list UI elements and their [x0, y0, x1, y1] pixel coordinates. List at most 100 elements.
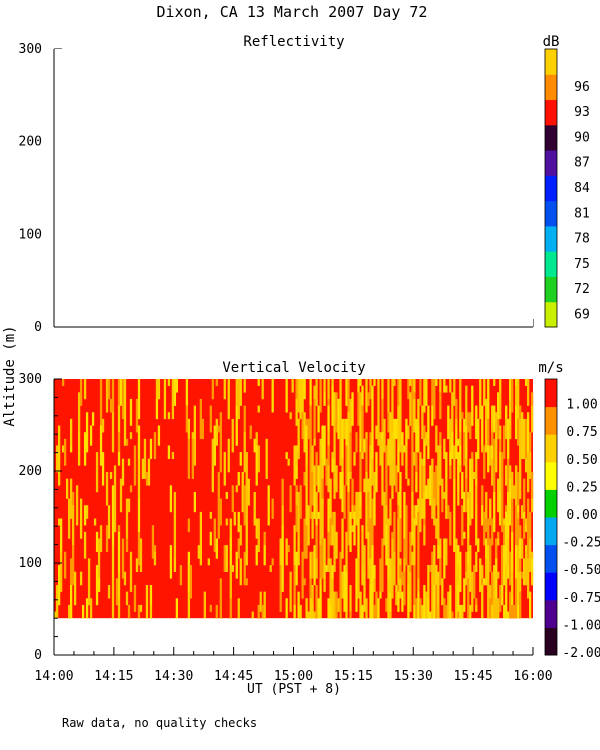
heatmap-cell: [413, 565, 416, 606]
heatmap-cell: [429, 611, 432, 619]
heatmap-cell: [437, 485, 440, 513]
heatmap-cell: [531, 498, 534, 513]
x-tick-label: 15:15: [334, 669, 373, 684]
heatmap-cell: [493, 405, 496, 433]
heatmap-cell: [389, 465, 392, 479]
heatmap-cell: [515, 379, 518, 386]
heatmap-cell: [289, 485, 292, 513]
heatmap-cell: [511, 598, 514, 606]
heatmap-cell: [137, 379, 141, 420]
heatmap-cell: [433, 545, 436, 566]
heatmap-cell: [295, 379, 298, 400]
heatmap-cell: [97, 538, 101, 579]
heatmap-cell: [403, 511, 406, 539]
y-tick-label: 0: [34, 320, 42, 335]
heatmap-cell: [337, 598, 340, 612]
heatmap-cell: [279, 558, 282, 566]
heatmap-cell: [433, 472, 436, 499]
heatmap-cell: [391, 379, 394, 420]
heatmap-cell: [487, 418, 490, 426]
heatmap-cell: [279, 551, 282, 559]
heatmap-cell: [439, 538, 442, 546]
heatmap-cell: [511, 498, 514, 533]
colorbar-label: 1.00: [566, 398, 597, 413]
heatmap-cell: [431, 405, 434, 426]
heatmap-cell: [415, 611, 418, 619]
heatmap-cell: [449, 452, 452, 460]
heatmap-cell: [333, 604, 336, 619]
heatmap-cell: [493, 578, 496, 619]
colorbar-swatch: [545, 124, 557, 151]
heatmap-cell: [471, 478, 474, 519]
heatmap-cell: [243, 405, 246, 433]
heatmap-cell: [469, 412, 472, 440]
heatmap-cell: [105, 379, 109, 413]
heatmap-cell: [331, 511, 334, 526]
heatmap-cell: [173, 491, 177, 519]
heatmap-cell: [253, 438, 256, 453]
heatmap-cell: [483, 578, 486, 586]
heatmap-cell: [373, 578, 376, 592]
heatmap-cell: [291, 379, 294, 393]
heatmap-cell: [389, 591, 392, 612]
heatmap-cell: [293, 565, 296, 606]
heatmap-cell: [363, 571, 366, 612]
heatmap-cell: [517, 545, 520, 572]
heatmap-cell: [465, 571, 468, 586]
heatmap-cell: [215, 379, 218, 386]
heatmap-cell: [527, 452, 530, 493]
colorbar-swatch: [545, 517, 557, 546]
heatmap-cell: [385, 445, 388, 473]
heatmap-cell: [469, 491, 472, 526]
heatmap-cell: [329, 598, 332, 606]
heatmap-cell: [431, 485, 434, 519]
heatmap-cell: [113, 498, 117, 526]
heatmap-cell: [179, 565, 183, 586]
heatmap-cell: [111, 511, 115, 546]
heatmap-cell: [399, 565, 402, 572]
heatmap-cell: [311, 511, 314, 539]
heatmap-cell: [485, 438, 488, 453]
heatmap-cell: [155, 398, 159, 420]
heatmap-cell: [417, 425, 420, 453]
heatmap-cell: [481, 578, 484, 586]
heatmap-cell: [191, 438, 195, 479]
heatmap-cell: [87, 598, 91, 606]
heatmap-cell: [479, 379, 482, 420]
heatmap-cell: [217, 425, 220, 433]
heatmap-cell: [143, 438, 147, 479]
heatmap-cell: [435, 465, 438, 486]
heatmap-cell: [521, 538, 524, 559]
heatmap-cell: [515, 505, 518, 546]
heatmap-cell: [457, 598, 460, 612]
heatmap-cell: [489, 538, 492, 572]
heatmap-cell: [393, 379, 396, 386]
colorbar-swatch: [545, 301, 557, 328]
heatmap-cell: [351, 478, 354, 506]
heatmap-cell: [61, 445, 65, 453]
heatmap-cell: [489, 505, 492, 519]
heatmap-cell: [475, 458, 478, 479]
heatmap-cell: [525, 525, 528, 533]
heatmap-cell: [359, 392, 362, 413]
heatmap-cell: [307, 611, 310, 619]
heatmap-cell: [331, 565, 334, 579]
heatmap-cell: [457, 452, 460, 493]
heatmap-cell: [223, 545, 226, 572]
heatmap-cell: [491, 571, 494, 606]
heatmap-cell: [365, 472, 368, 513]
heatmap-cell: [527, 498, 530, 526]
colorbar-label: 0.75: [566, 425, 597, 440]
heatmap-cell: [499, 445, 502, 453]
heatmap-cell: [371, 458, 374, 486]
heatmap-cell: [285, 379, 288, 413]
heatmap-cell: [509, 591, 512, 619]
heatmap-cell: [69, 558, 73, 579]
heatmap-cell: [517, 518, 520, 546]
heatmap-cell: [193, 405, 197, 440]
colorbar-swatch: [545, 74, 557, 101]
heatmap-cell: [241, 485, 244, 513]
heatmap-cell: [137, 604, 141, 619]
heatmap-cell: [187, 591, 191, 619]
heatmap-cell: [485, 538, 488, 559]
